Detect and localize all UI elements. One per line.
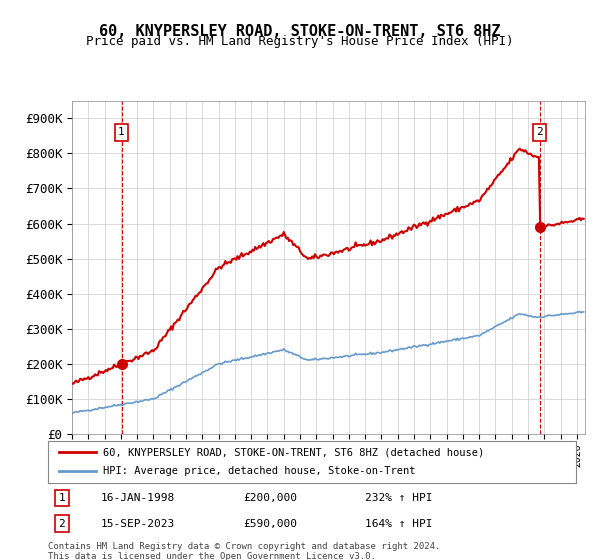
Text: 164% ↑ HPI: 164% ↑ HPI (365, 519, 432, 529)
Text: £200,000: £200,000 (244, 493, 298, 503)
Text: £590,000: £590,000 (244, 519, 298, 529)
Text: 16-JAN-1998: 16-JAN-1998 (101, 493, 175, 503)
Text: Price paid vs. HM Land Registry's House Price Index (HPI): Price paid vs. HM Land Registry's House … (86, 35, 514, 48)
Text: 1: 1 (59, 493, 65, 503)
Text: 60, KNYPERSLEY ROAD, STOKE-ON-TRENT, ST6 8HZ (detached house): 60, KNYPERSLEY ROAD, STOKE-ON-TRENT, ST6… (103, 447, 485, 458)
Text: HPI: Average price, detached house, Stoke-on-Trent: HPI: Average price, detached house, Stok… (103, 466, 416, 476)
Text: 2: 2 (59, 519, 65, 529)
Text: 1: 1 (118, 128, 125, 137)
Text: 2: 2 (536, 128, 543, 137)
Text: 60, KNYPERSLEY ROAD, STOKE-ON-TRENT, ST6 8HZ: 60, KNYPERSLEY ROAD, STOKE-ON-TRENT, ST6… (99, 24, 501, 39)
Text: 15-SEP-2023: 15-SEP-2023 (101, 519, 175, 529)
Text: 232% ↑ HPI: 232% ↑ HPI (365, 493, 432, 503)
Text: Contains HM Land Registry data © Crown copyright and database right 2024.
This d: Contains HM Land Registry data © Crown c… (48, 542, 440, 560)
